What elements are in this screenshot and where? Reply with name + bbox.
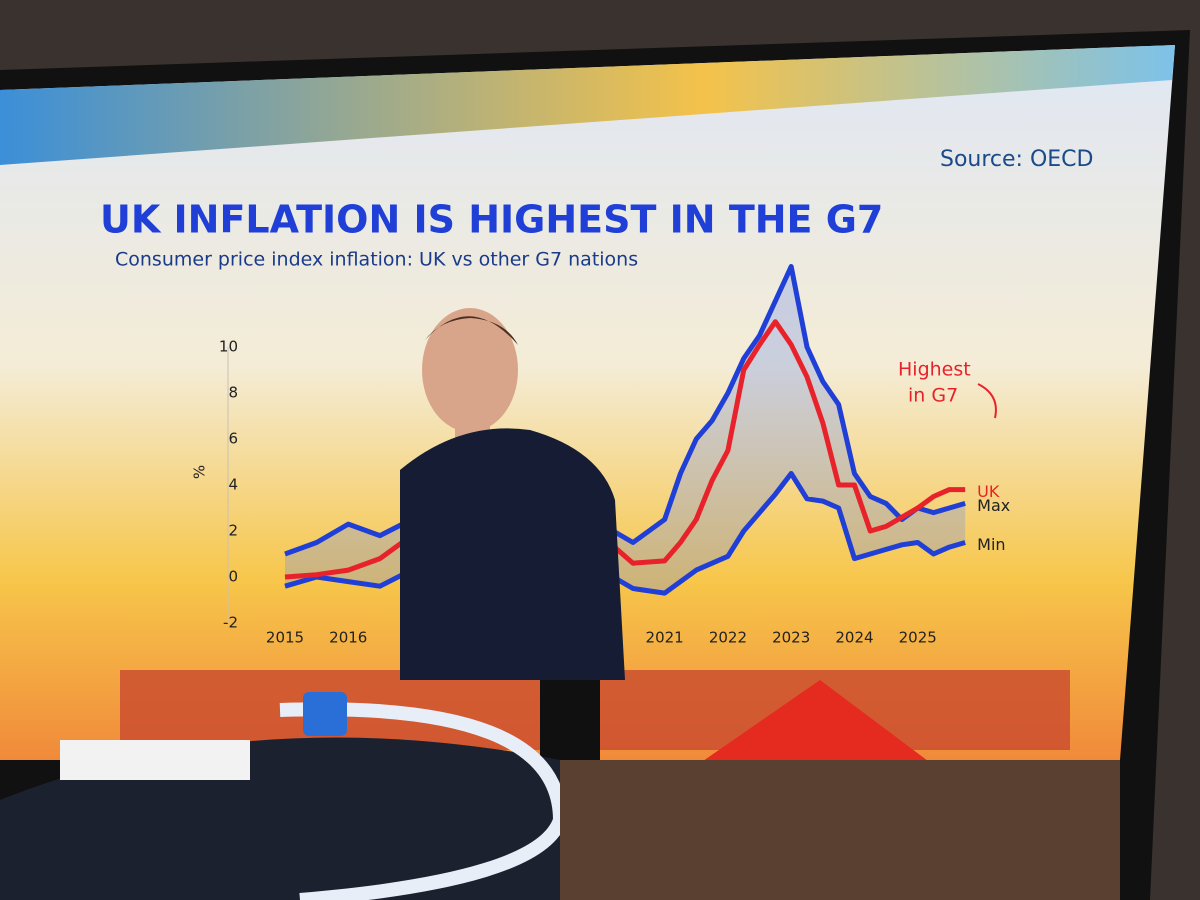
y-tick-label: 8: [228, 384, 238, 402]
y-tick-label: -2: [223, 614, 238, 632]
y-tick-label: 4: [228, 476, 238, 494]
mug: [303, 692, 347, 736]
x-tick-label: 2023: [772, 629, 810, 647]
source: Source: OECD: [940, 147, 1093, 172]
chart-title: UK INFLATION IS HIGHEST IN THE G7: [100, 198, 883, 242]
x-tick-label: 2015: [266, 629, 304, 647]
y-tick-label: 10: [219, 338, 238, 356]
y-tick-label: 2: [228, 522, 238, 540]
torso: [400, 428, 625, 680]
x-tick-label: 2024: [835, 629, 873, 647]
papers: [60, 740, 250, 780]
x-tick-label: 2016: [329, 629, 367, 647]
screen-banner: [0, 45, 1175, 165]
series-label: UK: [977, 482, 1000, 501]
red-shape: [690, 680, 940, 770]
series-label: Min: [977, 535, 1005, 554]
x-tick-label: 2021: [646, 629, 684, 647]
y-tick-label: 0: [228, 568, 238, 586]
series-label: Max: [977, 496, 1010, 515]
desk: [0, 692, 1120, 900]
x-tick-label: 2025: [899, 629, 937, 647]
y-axis-label: %: [191, 465, 209, 479]
head: [422, 308, 518, 432]
annotation: in G7: [908, 385, 958, 407]
x-tick-label: 2022: [709, 629, 747, 647]
floor: [560, 760, 1120, 900]
annotation: Highest: [898, 359, 971, 381]
annotation-arrow: [977, 383, 997, 419]
chart-subtitle: Consumer price index inflation: UK vs ot…: [115, 249, 638, 271]
y-tick-label: 6: [228, 430, 238, 448]
desk-rim: [279, 702, 568, 900]
